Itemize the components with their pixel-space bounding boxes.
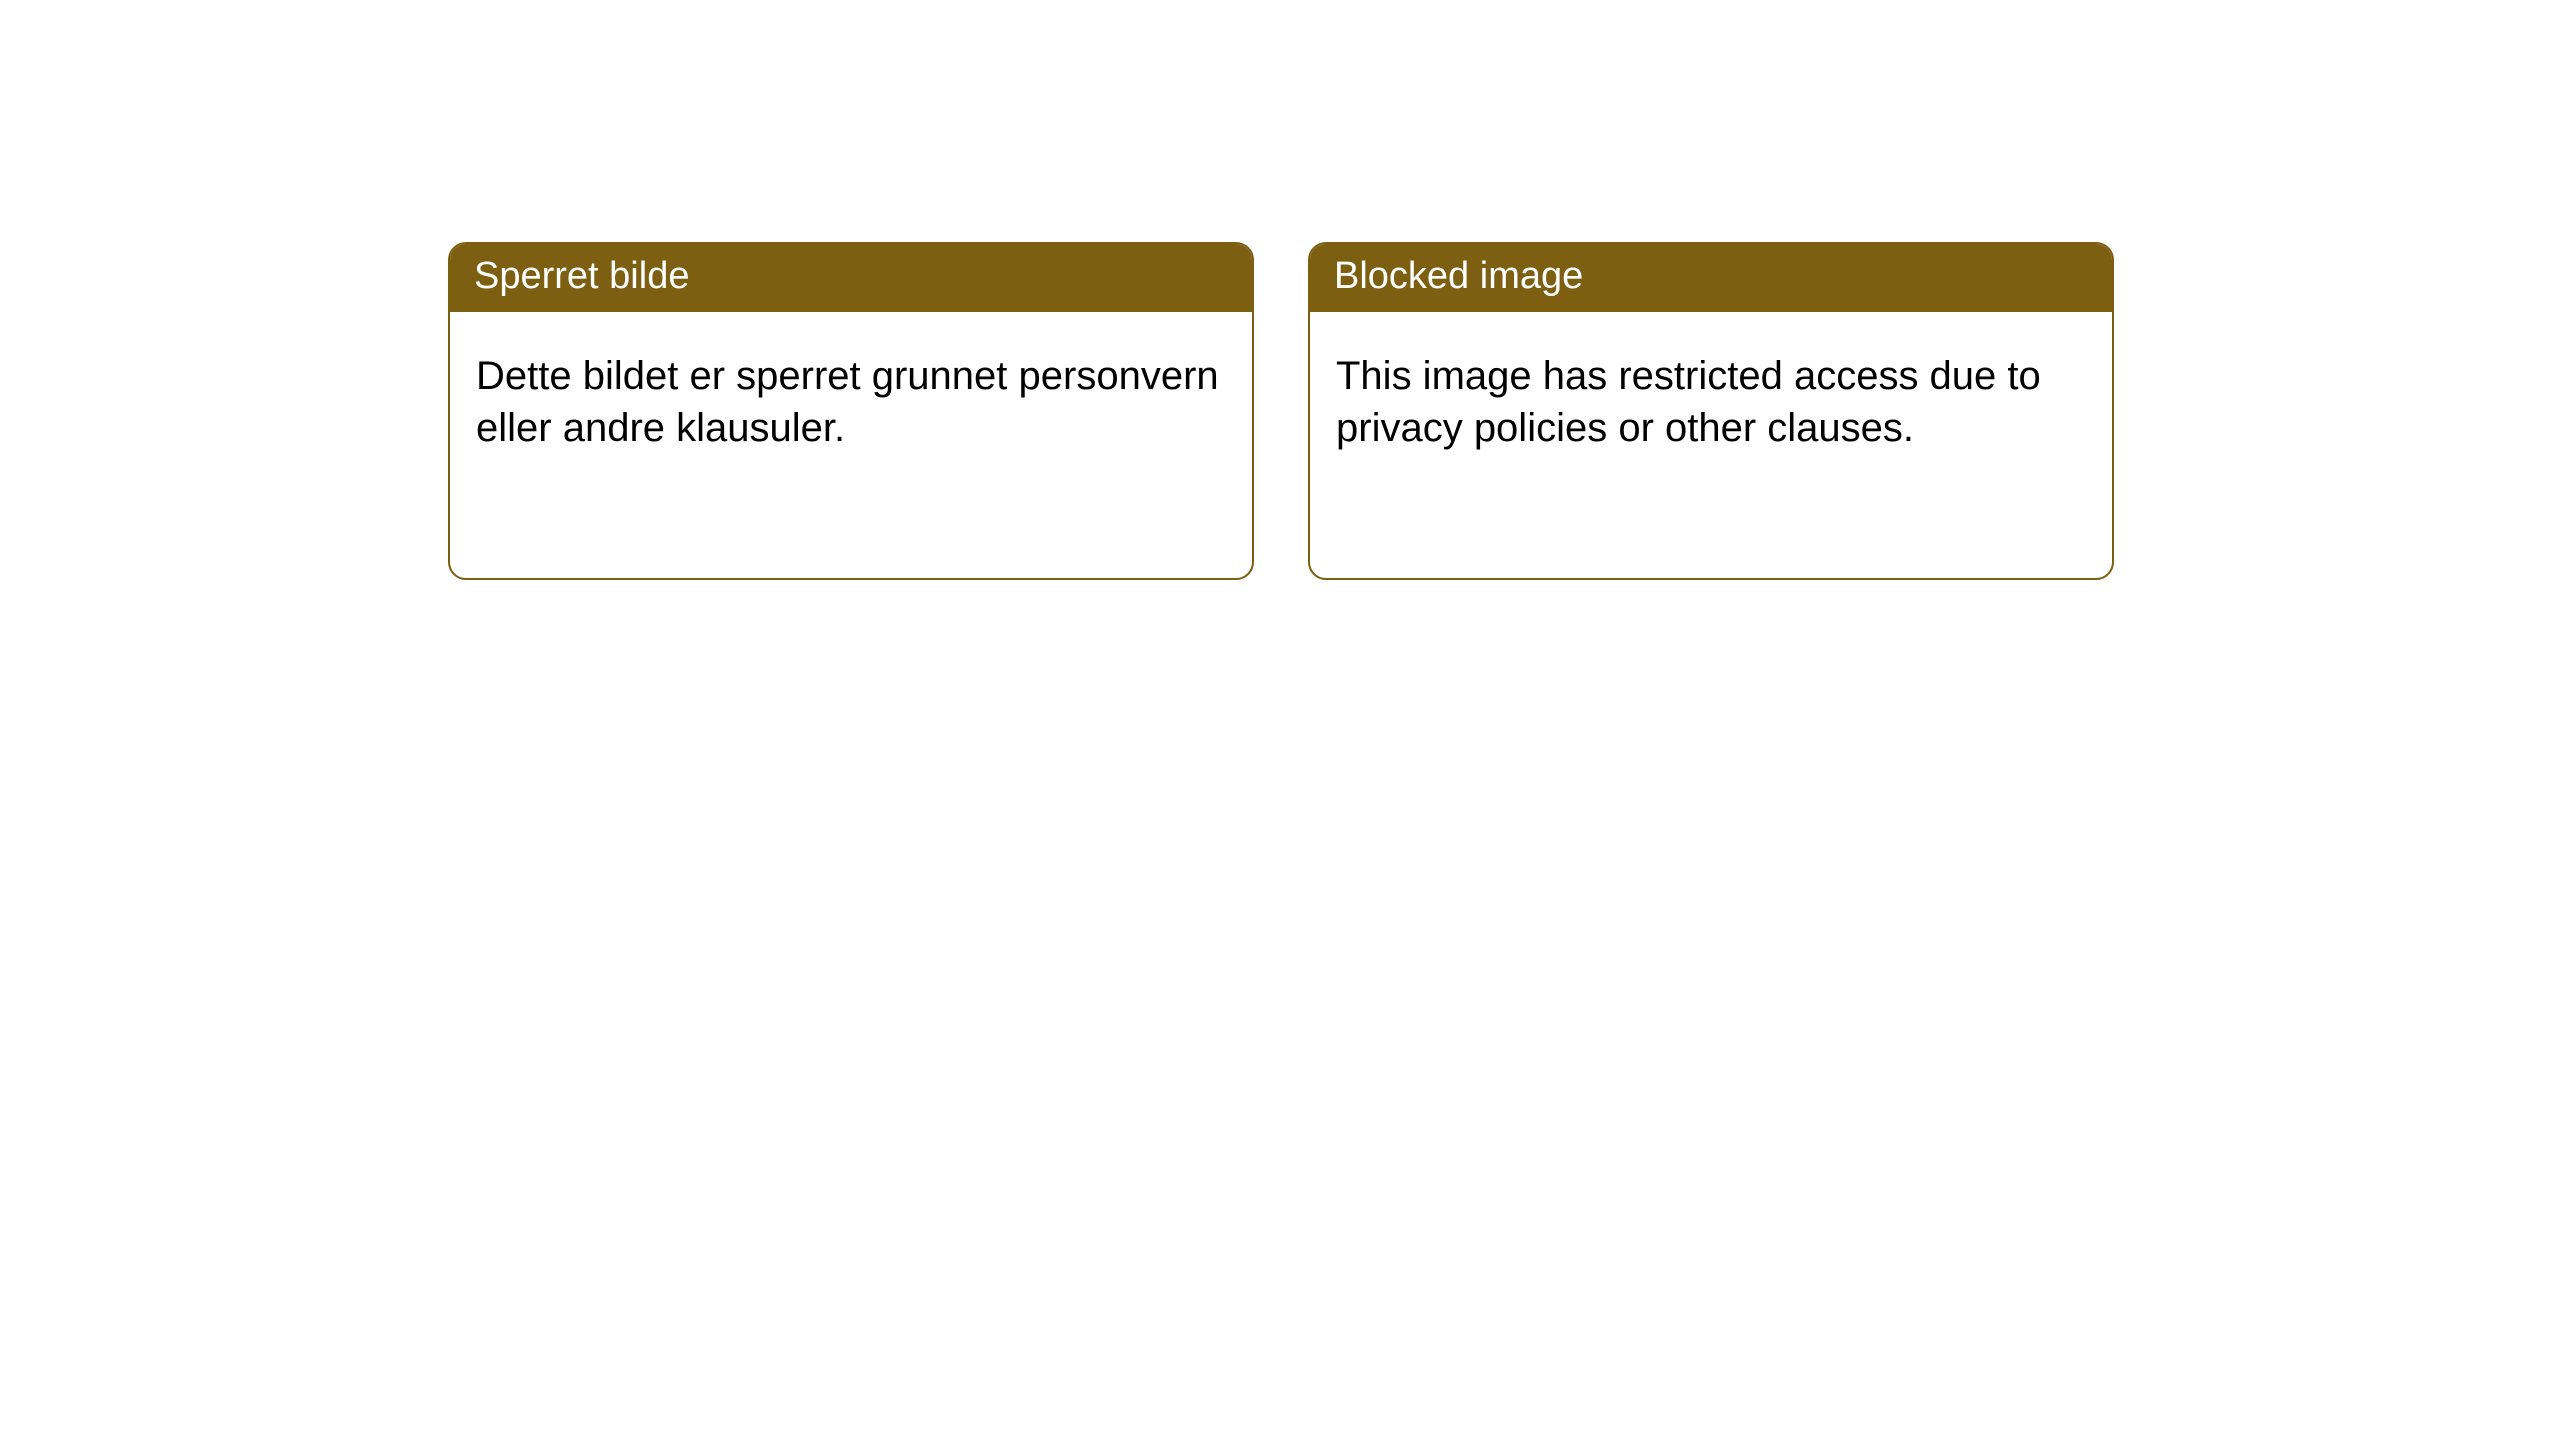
card-header: Sperret bilde (450, 244, 1252, 312)
notice-card-norwegian: Sperret bilde Dette bildet er sperret gr… (448, 242, 1254, 580)
card-message: Dette bildet er sperret grunnet personve… (476, 354, 1219, 450)
card-title: Blocked image (1334, 255, 1583, 297)
notice-cards-container: Sperret bilde Dette bildet er sperret gr… (0, 0, 2560, 580)
card-body: This image has restricted access due to … (1310, 312, 2112, 492)
card-message: This image has restricted access due to … (1336, 354, 2041, 450)
card-body: Dette bildet er sperret grunnet personve… (450, 312, 1252, 492)
card-title: Sperret bilde (474, 255, 689, 297)
notice-card-english: Blocked image This image has restricted … (1308, 242, 2114, 580)
card-header: Blocked image (1310, 244, 2112, 312)
